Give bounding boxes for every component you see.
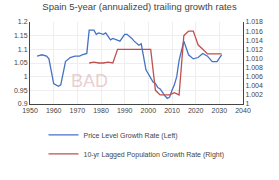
svg-text:10-yr Lagged Population Growth: 10-yr Lagged Population Growth Rate (Rig… — [84, 151, 224, 159]
svg-text:2040: 2040 — [235, 107, 251, 114]
svg-text:1.004: 1.004 — [245, 82, 263, 89]
svg-text:2020: 2020 — [188, 107, 204, 114]
svg-text:0.9: 0.9 — [18, 100, 28, 107]
svg-text:1990: 1990 — [117, 107, 133, 114]
svg-text:1.018: 1.018 — [245, 18, 263, 25]
svg-text:1.002: 1.002 — [245, 91, 263, 98]
svg-text:1960: 1960 — [46, 107, 62, 114]
svg-text:0.95: 0.95 — [14, 87, 28, 94]
svg-text:1.010: 1.010 — [245, 55, 263, 62]
svg-text:2030: 2030 — [212, 107, 228, 114]
svg-text:Spain 5-year (annualized) trai: Spain 5-year (annualized) trailing growt… — [42, 1, 237, 12]
svg-text:1: 1 — [245, 100, 249, 107]
svg-text:1.016: 1.016 — [245, 28, 263, 35]
svg-text:1.05: 1.05 — [14, 59, 28, 66]
svg-text:1.008: 1.008 — [245, 64, 263, 71]
svg-text:2010: 2010 — [164, 107, 180, 114]
svg-text:1.2: 1.2 — [18, 18, 28, 25]
svg-text:1980: 1980 — [93, 107, 109, 114]
svg-text:1.15: 1.15 — [14, 32, 28, 39]
svg-text:1.1: 1.1 — [18, 46, 28, 53]
svg-text:1.012: 1.012 — [245, 46, 263, 53]
svg-text:BAD: BAD — [71, 71, 108, 91]
svg-text:Price Level Growth Rate (Left): Price Level Growth Rate (Left) — [84, 132, 178, 140]
svg-text:1: 1 — [24, 73, 28, 80]
svg-text:2000: 2000 — [141, 107, 157, 114]
svg-text:1950: 1950 — [22, 107, 38, 114]
svg-text:1.006: 1.006 — [245, 73, 263, 80]
svg-text:1970: 1970 — [70, 107, 86, 114]
svg-text:1.014: 1.014 — [245, 37, 263, 44]
